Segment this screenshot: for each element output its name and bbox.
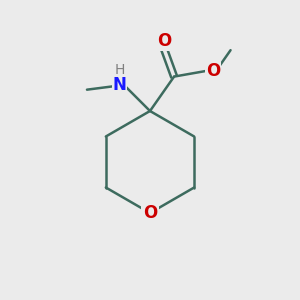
Text: N: N: [112, 76, 126, 94]
Text: O: O: [206, 62, 220, 80]
Text: O: O: [157, 32, 171, 50]
Text: O: O: [143, 204, 157, 222]
Text: H: H: [114, 63, 124, 77]
